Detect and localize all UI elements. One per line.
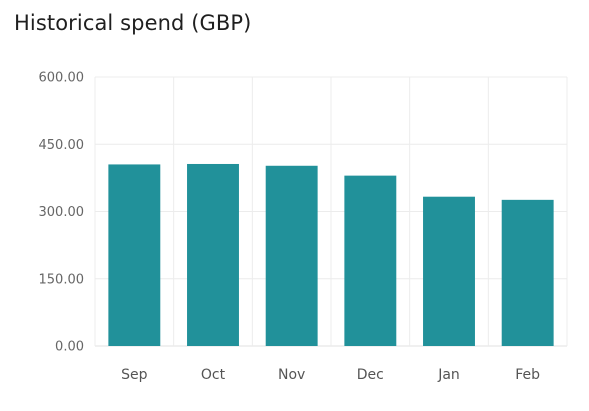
bar-feb[interactable] bbox=[501, 199, 554, 346]
x-tick-label: Jan bbox=[437, 367, 460, 383]
x-axis: Sep Oct Nov Dec Jan Feb bbox=[121, 367, 540, 383]
y-tick-label: 150.00 bbox=[39, 272, 85, 287]
chart-title: Historical spend (GBP) bbox=[14, 11, 252, 35]
x-tick-label: Nov bbox=[278, 367, 305, 383]
y-tick-label: 450.00 bbox=[39, 138, 85, 153]
bars bbox=[108, 163, 554, 346]
y-tick-label: 300.00 bbox=[39, 205, 85, 220]
x-tick-label: Sep bbox=[121, 367, 148, 383]
gridlines bbox=[94, 76, 568, 347]
bar-dec[interactable] bbox=[344, 175, 397, 346]
y-tick-label: 600.00 bbox=[39, 71, 85, 86]
x-tick-label: Dec bbox=[357, 367, 384, 383]
bar-nov[interactable] bbox=[265, 165, 318, 346]
bar-oct[interactable] bbox=[187, 163, 239, 346]
y-tick-label: 0.00 bbox=[55, 340, 84, 355]
x-tick-label: Feb bbox=[515, 367, 540, 383]
bar-jan[interactable] bbox=[423, 196, 475, 346]
y-axis: 0.00 150.00 300.00 450.00 600.00 bbox=[39, 71, 85, 355]
bar-sep[interactable] bbox=[108, 164, 161, 346]
x-tick-label: Oct bbox=[201, 367, 226, 383]
